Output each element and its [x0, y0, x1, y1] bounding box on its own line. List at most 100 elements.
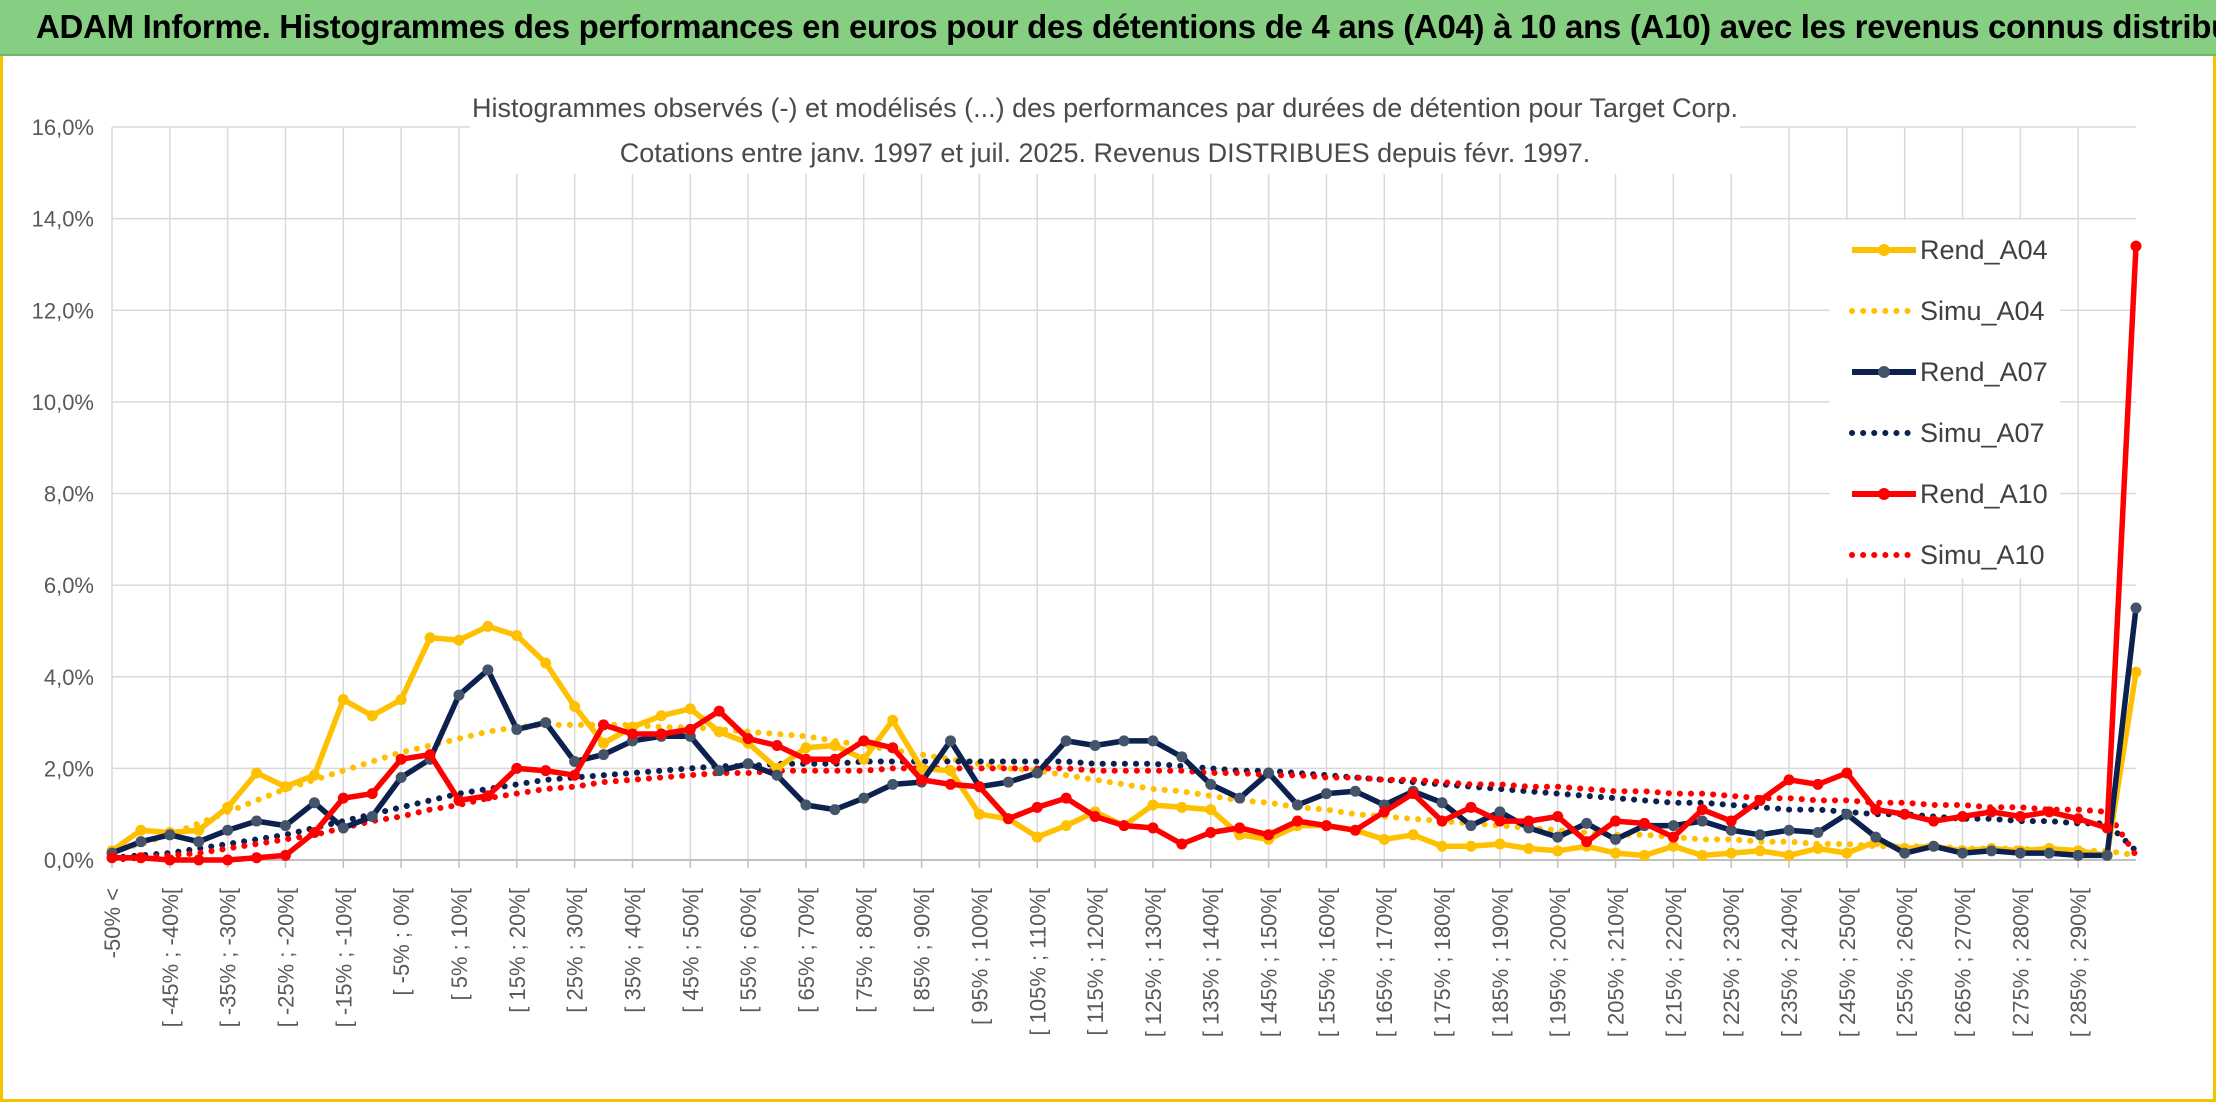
- data-point: [1783, 849, 1795, 861]
- legend-item: Rend_A07: [1852, 357, 2048, 387]
- legend-label: Simu_A04: [1920, 296, 2045, 326]
- data-point: [742, 733, 754, 745]
- data-point: [540, 657, 552, 669]
- data-point: [858, 792, 870, 804]
- data-point: [1985, 806, 1997, 818]
- data-point: [1552, 845, 1564, 857]
- data-point: [135, 836, 147, 848]
- x-tick-label: [ 95% ; 100%[: [967, 888, 992, 1025]
- data-point: [1320, 820, 1332, 832]
- x-tick-label: [ 35% ; 40%[: [620, 888, 645, 1013]
- legend-label: Rend_A10: [1920, 479, 2048, 509]
- chart-titles: Histogrammes observés (-) et modélisés (…: [470, 82, 1740, 174]
- x-tick-label: [ 265% ; 270%[: [1951, 888, 1976, 1037]
- data-point: [945, 765, 957, 777]
- legend-marker: [1878, 366, 1890, 378]
- data-point: [337, 792, 349, 804]
- data-point: [2043, 806, 2055, 818]
- data-point: [1494, 838, 1506, 850]
- data-point: [684, 703, 696, 715]
- data-point: [366, 788, 378, 800]
- data-point: [1812, 843, 1824, 855]
- data-point: [2130, 240, 2142, 252]
- data-point: [1899, 808, 1911, 820]
- data-point: [1494, 806, 1506, 818]
- data-point: [279, 781, 291, 793]
- data-point: [829, 739, 841, 751]
- data-point: [598, 737, 610, 749]
- data-point: [1725, 815, 1737, 827]
- data-point: [800, 753, 812, 765]
- data-point: [453, 634, 465, 646]
- data-point: [1696, 804, 1708, 816]
- data-point: [1667, 820, 1679, 832]
- data-point: [1407, 788, 1419, 800]
- x-tick-label: [ 65% ; 70%[: [794, 888, 819, 1013]
- legend-label: Rend_A04: [1920, 235, 2048, 265]
- data-point: [1638, 817, 1650, 829]
- y-tick-label: 4,0%: [44, 665, 94, 690]
- x-tick-label: [ 275% ; 280%[: [2008, 888, 2033, 1037]
- data-point: [1291, 815, 1303, 827]
- x-tick-label: [ 175% ; 180%[: [1430, 888, 1455, 1037]
- data-point: [1523, 843, 1535, 855]
- x-tick-label: [ 85% ; 90%[: [910, 888, 935, 1013]
- y-tick-label: 16,0%: [32, 115, 94, 140]
- data-point: [1696, 849, 1708, 861]
- data-point: [1176, 838, 1188, 850]
- data-point: [1812, 778, 1824, 790]
- data-point: [164, 829, 176, 841]
- data-point: [916, 762, 928, 774]
- data-point: [1754, 845, 1766, 857]
- data-point: [1205, 827, 1217, 839]
- data-point: [858, 753, 870, 765]
- data-point: [1494, 815, 1506, 827]
- data-point: [1465, 801, 1477, 813]
- legend-label: Simu_A07: [1920, 418, 2045, 448]
- data-point: [1928, 815, 1940, 827]
- data-point: [1147, 822, 1159, 834]
- data-point: [1725, 847, 1737, 859]
- x-tick-label: [ -45% ; -40%[: [158, 888, 183, 1027]
- data-point: [887, 778, 899, 790]
- data-point: [1783, 774, 1795, 786]
- data-point: [540, 765, 552, 777]
- data-point: [1291, 799, 1303, 811]
- series-line: [109, 765, 2139, 863]
- series-line: [109, 721, 2139, 859]
- x-tick-label: [ 185% ; 190%[: [1488, 888, 1513, 1037]
- data-point: [1667, 831, 1679, 843]
- data-point: [1870, 831, 1882, 843]
- data-point: [1263, 767, 1275, 779]
- chart-title: Histogrammes observés (-) et modélisés (…: [472, 93, 1738, 123]
- data-point: [655, 728, 667, 740]
- data-point: [511, 723, 523, 735]
- data-point: [1899, 847, 1911, 859]
- data-point: [1610, 815, 1622, 827]
- data-point: [800, 799, 812, 811]
- data-point: [1610, 833, 1622, 845]
- data-point: [1523, 815, 1535, 827]
- data-point: [2014, 847, 2026, 859]
- data-point: [1234, 822, 1246, 834]
- data-point: [1754, 829, 1766, 841]
- data-point: [829, 804, 841, 816]
- series-simu-a10: [109, 765, 2139, 863]
- data-point: [2014, 810, 2026, 822]
- data-point: [1552, 831, 1564, 843]
- legend-item: Rend_A04: [1852, 235, 2048, 265]
- x-tick-label: [ 235% ; 240%[: [1777, 888, 1802, 1037]
- data-point: [222, 854, 234, 866]
- y-tick-label: 6,0%: [44, 573, 94, 598]
- data-point: [973, 808, 985, 820]
- data-point: [1841, 808, 1853, 820]
- data-point: [1118, 735, 1130, 747]
- data-point: [858, 735, 870, 747]
- data-point: [482, 620, 494, 632]
- data-point: [1696, 815, 1708, 827]
- x-tick-label: [ 155% ; 160%[: [1314, 888, 1339, 1037]
- data-point: [1812, 827, 1824, 839]
- data-point: [1031, 831, 1043, 843]
- data-point: [1060, 735, 1072, 747]
- y-tick-label: 12,0%: [32, 298, 94, 323]
